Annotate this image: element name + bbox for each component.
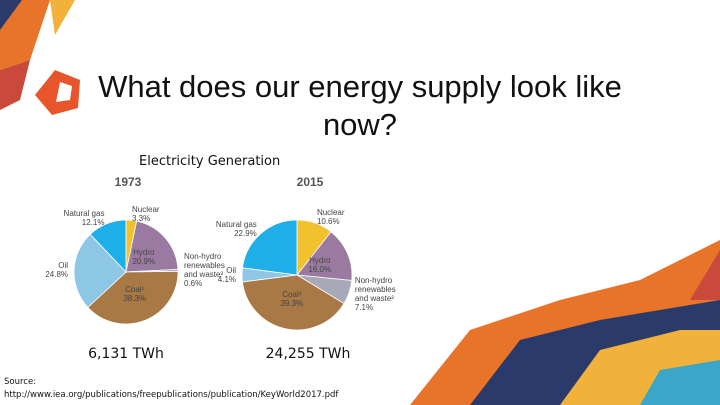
slice-value: 20.9% [132, 256, 156, 266]
slice-name: Hydro [133, 247, 155, 257]
slice-label: Non-hydro renewables and waste² 0.6% [184, 252, 240, 288]
pie-total: 6,131 TWh [88, 346, 164, 362]
source-url: http://www.iea.org/publications/freepubl… [4, 390, 339, 400]
logo [35, 70, 80, 115]
slice-label: Natural gas 22.9% [216, 220, 257, 238]
slice-label: Coal¹ 38.3% [123, 285, 146, 303]
slice-label: Nuclear 3.3% [132, 205, 160, 223]
pie-year: 2015 [296, 175, 324, 189]
slice-value: 22.9% [234, 229, 257, 239]
slice-label: Hydro 20.9% [132, 248, 155, 266]
slice-name: Nuclear [132, 205, 160, 215]
slice-value: 0.6% [183, 279, 203, 289]
pie-slice [87, 270, 179, 325]
slice-name: Natural gas [63, 209, 105, 219]
decor-shape [50, 0, 75, 35]
source-label: Source: [4, 377, 37, 387]
slice-value: 16.0% [308, 265, 332, 275]
subtitle: Electricity Generation [139, 154, 281, 169]
slice-name: Oil [226, 265, 236, 275]
pie-year: 1973 [114, 175, 142, 189]
decor-shape [640, 360, 720, 405]
slice-name: Non-hydro renewables and waste² [354, 276, 396, 304]
slice-label: Oil 24.8% [45, 261, 68, 279]
slide-title: What does our energy supply look like no… [98, 69, 622, 142]
decor-shape [0, 60, 30, 110]
slice-name: Coal¹ [282, 290, 302, 300]
decor-shape [0, 0, 22, 30]
slice-name: Natural gas [215, 220, 257, 230]
slice-value: 7.1% [354, 303, 374, 313]
slice-value: 10.6% [316, 217, 340, 227]
pie-total: 24,255 TWh [265, 346, 351, 362]
decor-shape [0, 0, 50, 70]
slice-value: 3.3% [132, 214, 151, 224]
pie-slice [296, 231, 353, 281]
slice-name: Oil [58, 261, 69, 271]
logo [56, 82, 72, 102]
source: Source: http://www.iea.org/publications/f… [4, 376, 338, 402]
slice-label: Hydro 16.0% [308, 256, 331, 274]
slice-value: 4.1% [217, 274, 236, 284]
slice-value: 12.1% [81, 218, 105, 228]
slice-label: Coal¹ 39.3% [280, 290, 303, 308]
slice-label: Nuclear 10.6% [317, 208, 345, 226]
slice-name: Hydro [309, 256, 331, 266]
slice-label: Non-hydro renewables and waste² 7.1% [355, 276, 411, 312]
slice-label: Natural gas 12.1% [64, 209, 105, 227]
pie-slice [73, 233, 127, 308]
slice-name: Coal¹ [125, 284, 145, 294]
slice-value: 38.3% [123, 293, 147, 303]
slice-name: Nuclear [316, 208, 345, 218]
slice-label: Oil 4.1% [218, 266, 236, 284]
decor-shape [690, 250, 720, 300]
slice-value: 24.8% [45, 270, 69, 280]
slice-name: Non-hydro renewables and waste² [183, 252, 225, 280]
pie-slice [89, 219, 127, 274]
pie-slice [125, 220, 179, 273]
pie-slice [242, 219, 298, 276]
pie-slice [241, 274, 345, 331]
slice-value: 39.3% [280, 299, 304, 309]
